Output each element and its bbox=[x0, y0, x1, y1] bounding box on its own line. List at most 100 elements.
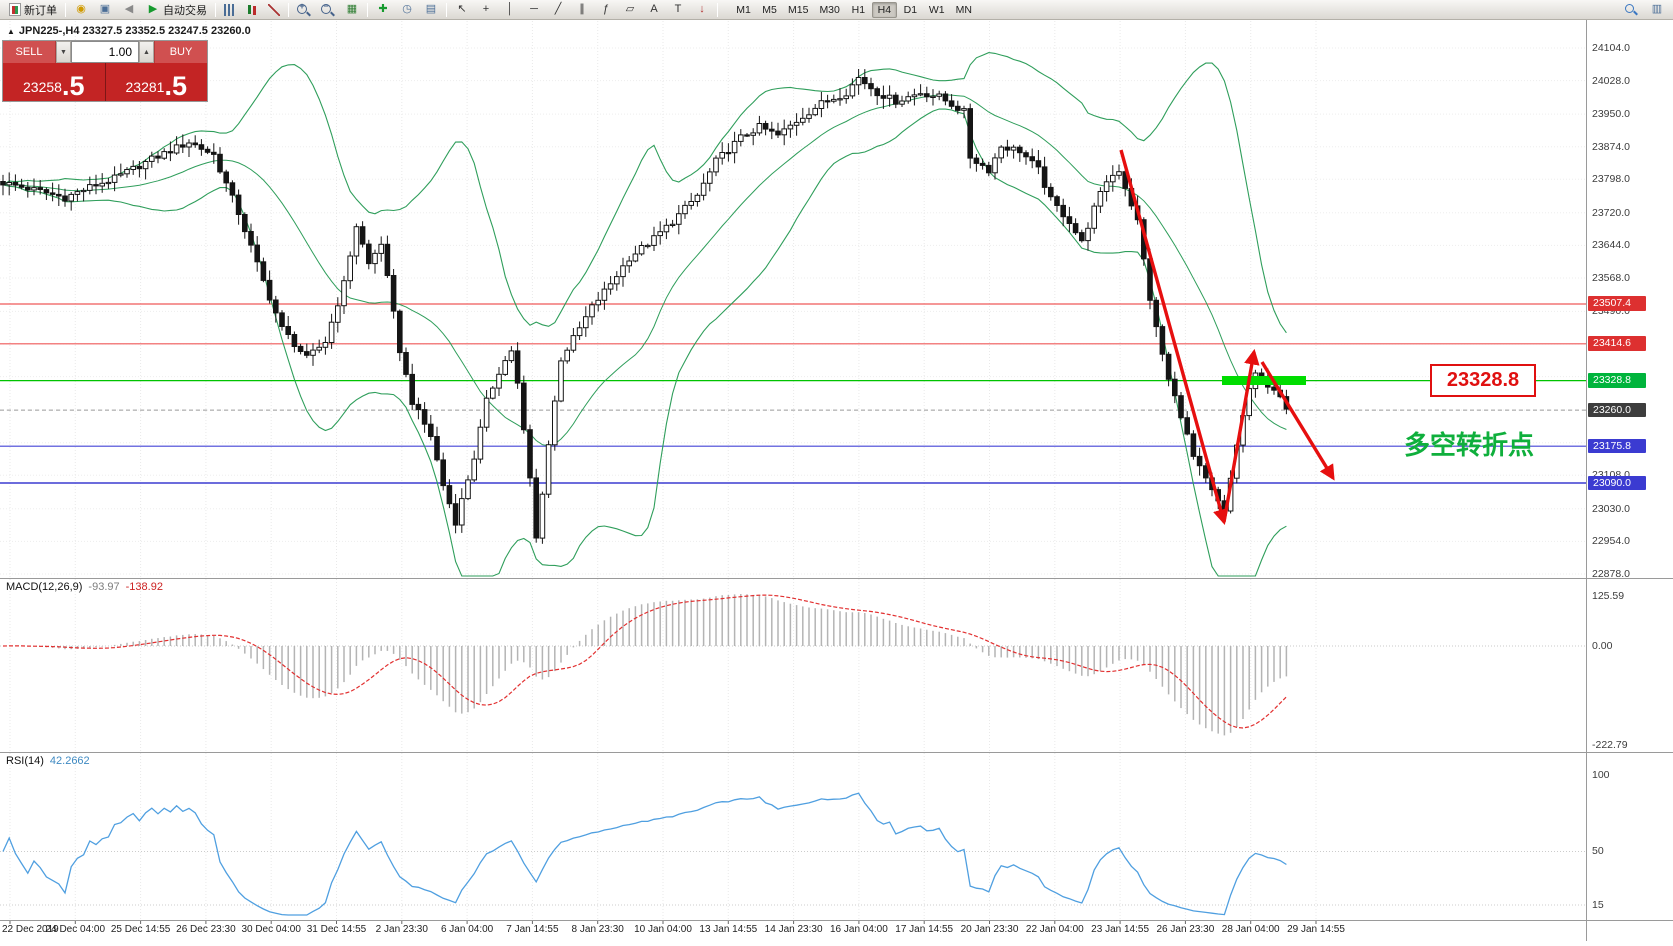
symbol-collapse-icon[interactable]: ▲ bbox=[7, 26, 15, 36]
templates-icon: ▤ bbox=[425, 3, 437, 15]
price-axis-label: 24028.0 bbox=[1592, 74, 1630, 87]
zoom-out-icon bbox=[321, 2, 331, 14]
price-axis-label: 23874.0 bbox=[1592, 140, 1630, 153]
buy-button[interactable]: BUY bbox=[154, 41, 207, 63]
price-callout[interactable]: 23328.8 bbox=[1430, 364, 1536, 397]
time-axis[interactable]: 22 Dec 2019 24 Dec 04:00 25 Dec 14:55 26 De… bbox=[0, 922, 1586, 940]
price-tag: 23414.6 bbox=[1588, 336, 1646, 351]
toolbar-separator bbox=[215, 2, 216, 17]
sell-price-frac: .5 bbox=[61, 71, 85, 102]
price-axis-label: 22954.0 bbox=[1592, 535, 1630, 548]
timeframe-m5-button[interactable]: M5 bbox=[762, 3, 777, 16]
cursor-button[interactable]: ↖ bbox=[450, 1, 474, 19]
trendline-icon: ╱ bbox=[554, 3, 562, 15]
timeframe-h4-button[interactable]: H4 bbox=[871, 1, 897, 18]
label-button[interactable]: T bbox=[666, 1, 690, 19]
toolbar-separator bbox=[65, 2, 66, 17]
zoom-in-button[interactable] bbox=[292, 1, 316, 19]
new-order-button-label: 新订单 bbox=[24, 4, 57, 17]
periods-button[interactable]: ◷ bbox=[395, 1, 419, 19]
time-axis-label: 30 Dec 04:00 bbox=[241, 924, 301, 935]
toolbar-separator bbox=[367, 2, 368, 17]
bar-chart-button[interactable] bbox=[219, 1, 241, 19]
terminal-button[interactable]: ▣ bbox=[93, 1, 117, 19]
macd-main-value: -93.97 bbox=[88, 581, 120, 593]
tile-windows-button[interactable]: ▦ bbox=[340, 1, 364, 19]
price-axis-label: 23798.0 bbox=[1592, 173, 1630, 186]
zoom-in-icon bbox=[297, 2, 307, 14]
time-axis-label: 26 Jan 23:30 bbox=[1156, 924, 1215, 935]
timeframe-mn-button[interactable]: MN bbox=[955, 3, 972, 16]
autotrading-button[interactable]: ▶ 自动交易 bbox=[141, 1, 212, 19]
vertical-line-icon: │ bbox=[506, 3, 514, 15]
time-axis-label: 24 Dec 04:00 bbox=[45, 924, 106, 935]
price-axis-label: 23030.0 bbox=[1592, 502, 1630, 515]
timeframe-m1-button[interactable]: M1 bbox=[736, 3, 751, 16]
editor-icon: ◉ bbox=[76, 3, 86, 15]
bar-chart-icon bbox=[224, 3, 236, 16]
templates-button[interactable]: ▤ bbox=[419, 1, 443, 19]
buy-price-button[interactable]: 23281.5 bbox=[105, 63, 207, 101]
candlestick-chart-icon bbox=[246, 3, 258, 16]
channel-icon: ∥ bbox=[579, 3, 585, 15]
shapes-button[interactable]: ▱ bbox=[618, 1, 642, 19]
autotrading-button-label: 自动交易 bbox=[163, 4, 207, 17]
line-chart-button[interactable] bbox=[263, 1, 285, 19]
price-scale[interactable]: 24104.0 24028.0 23950.0 23874.0 23798.0 23720… bbox=[1587, 0, 1673, 941]
chart-list-button[interactable]: ▥ bbox=[1645, 1, 1669, 19]
annotation-note-text[interactable]: 多空转折点 bbox=[1404, 430, 1535, 460]
price-tag: 23175.8 bbox=[1588, 438, 1646, 454]
text-button[interactable]: A bbox=[642, 1, 666, 19]
timeframe-d1-button[interactable]: D1 bbox=[903, 3, 918, 16]
macd-axis-label: 0.00 bbox=[1592, 640, 1613, 652]
rsi-axis-label: 15 bbox=[1592, 899, 1604, 911]
vline-button[interactable]: │ bbox=[498, 1, 522, 19]
cursor-icon: ↖ bbox=[457, 3, 467, 15]
indicators-button[interactable]: ✚ bbox=[371, 1, 395, 19]
time-axis-label: 6 Jan 04:00 bbox=[440, 924, 494, 935]
rsi-axis-label: 100 bbox=[1592, 769, 1610, 781]
sell-button[interactable]: SELL bbox=[3, 41, 56, 63]
time-axis-label: 22 Dec 2019 bbox=[2, 924, 59, 935]
timeframe-m30-button[interactable]: M30 bbox=[819, 3, 840, 16]
text-icon: A bbox=[650, 3, 658, 15]
time-axis-label: 23 Jan 14:55 bbox=[1091, 924, 1150, 935]
symbol-info: ▲ JPN225-,H4 23327.5 23352.5 23247.5 232… bbox=[7, 25, 251, 37]
zoom-out-button[interactable] bbox=[316, 1, 340, 19]
channel-button[interactable]: ∥ bbox=[570, 1, 594, 19]
price-tag: 23507.4 bbox=[1588, 296, 1646, 311]
time-axis-label: 25 Dec 14:55 bbox=[110, 924, 171, 935]
price-axis-label: 23644.0 bbox=[1592, 239, 1630, 252]
time-axis-label: 20 Jan 23:30 bbox=[960, 924, 1019, 935]
sell-price-button[interactable]: 23258.5 bbox=[3, 63, 105, 101]
trendline-button[interactable]: ╱ bbox=[546, 1, 570, 19]
time-axis-label: 2 Jan 23:30 bbox=[375, 924, 428, 935]
candlestick-chart-button[interactable] bbox=[241, 1, 263, 19]
fibonacci-icon: ƒ bbox=[602, 3, 610, 15]
new-order-button[interactable]: 新订单 bbox=[4, 1, 62, 19]
macd-axis-label: -222.79 bbox=[1592, 739, 1628, 751]
time-axis-label: 22 Jan 04:00 bbox=[1025, 924, 1084, 935]
price-tag: 23260.0 bbox=[1588, 402, 1646, 418]
fibonacci-button[interactable]: ƒ bbox=[594, 1, 618, 19]
toolbar-separator bbox=[288, 2, 289, 17]
crosshair-button[interactable]: + bbox=[474, 1, 498, 19]
price-axis-label: 22878.0 bbox=[1592, 568, 1630, 580]
price-tag: 23090.0 bbox=[1588, 475, 1646, 491]
time-axis-label: 16 Jan 04:00 bbox=[829, 924, 888, 935]
arrows-button[interactable]: ↓ bbox=[690, 1, 714, 19]
volume-down-button[interactable]: ▼ bbox=[56, 41, 71, 63]
mql-editor-button[interactable]: ◉ bbox=[69, 1, 93, 19]
sell-price-main: 23258 bbox=[23, 79, 62, 95]
search-button[interactable] bbox=[1620, 1, 1643, 19]
volume-input[interactable] bbox=[71, 41, 139, 63]
price-axis-label: 24104.0 bbox=[1592, 42, 1630, 54]
search-icon bbox=[1625, 4, 1634, 13]
timeframe-m15-button[interactable]: M15 bbox=[788, 3, 809, 16]
alerts-button[interactable]: ◀ bbox=[117, 1, 141, 19]
volume-up-button[interactable]: ▲ bbox=[139, 41, 154, 63]
timeframe-h1-button[interactable]: H1 bbox=[851, 3, 866, 16]
timeframe-w1-button[interactable]: W1 bbox=[928, 3, 945, 16]
hline-button[interactable]: ─ bbox=[522, 1, 546, 19]
